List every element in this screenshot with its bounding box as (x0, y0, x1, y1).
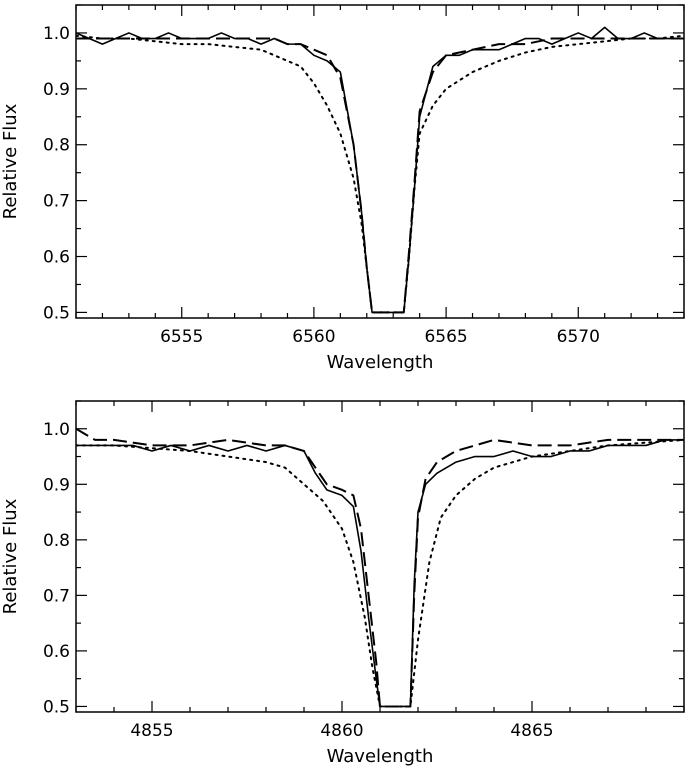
y-tick-label: 0.6 (43, 248, 70, 268)
x-tick-label: 6565 (424, 327, 467, 347)
y-tick-label: 1.0 (43, 24, 70, 44)
y-tick-label: 0.5 (43, 303, 70, 323)
halpha-panel: 6555 6560 6565 6570 0.5 0.6 0.7 0.8 0.9 1.0 Wavele… (0, 4, 685, 373)
series-observed (76, 26, 684, 314)
hbeta-panel: 4855 4860 4865 0.5 0.6 0.7 0.8 0.9 1.0 Wavelength… (0, 400, 685, 767)
series-model-dotted (76, 34, 684, 314)
x-axis-label: Wavelength (327, 746, 434, 767)
x-tick-label: 6560 (292, 327, 335, 347)
x-tick-label: 6555 (160, 327, 203, 347)
x-tick-label: 4855 (130, 721, 173, 741)
y-tick-label: 0.8 (43, 136, 70, 156)
y-tick-label: 0.6 (43, 642, 70, 662)
x-tick-label: 4860 (320, 721, 363, 741)
series-model-dashed (76, 427, 684, 708)
y-tick-label: 0.7 (43, 192, 70, 212)
y-axis-label: Relative Flux (0, 103, 21, 219)
series-model-dotted (76, 438, 684, 708)
y-tick-label: 0.7 (43, 586, 70, 606)
y-tick-label: 1.0 (43, 420, 70, 440)
y-tick-label: 0.9 (43, 80, 70, 100)
y-tick-label: 0.8 (43, 531, 70, 551)
x-tick-label: 4865 (510, 721, 553, 741)
y-tick-label: 0.9 (43, 475, 70, 495)
y-tick-label: 0.5 (43, 697, 70, 717)
x-tick-label: 6570 (557, 327, 600, 347)
plot-frame (75, 4, 685, 319)
x-axis-label: Wavelength (327, 352, 434, 373)
y-axis-label: Relative Flux (0, 498, 21, 614)
series-model-dashed (76, 37, 684, 314)
series-observed (76, 439, 684, 708)
